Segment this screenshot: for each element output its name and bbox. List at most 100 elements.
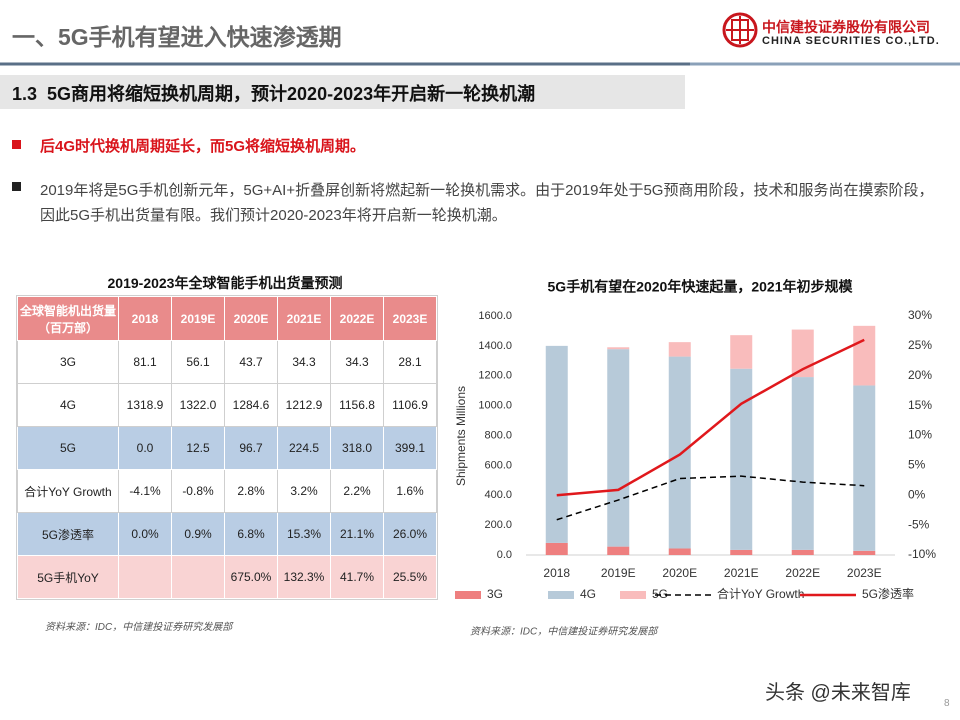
table-cell: 3.2% <box>277 469 331 513</box>
table-row: 5G 0.0 12.5 96.7 224.5 318.0 399.1 <box>17 426 437 470</box>
x-tick-label: 2018 <box>543 566 570 580</box>
table-cell: 96.7 <box>224 426 278 470</box>
table-cell: 1212.9 <box>277 383 331 427</box>
y2-tick-label: 20% <box>908 368 932 382</box>
table-cell <box>171 555 225 599</box>
chart-source: 资料来源：IDC，中信建投证券研究发展部 <box>470 626 659 638</box>
table: 全球智能机出货量（百万部） 2018 2019E 2020E 2021E 2022E 202… <box>16 295 438 600</box>
table-cell: 1322.0 <box>171 383 225 427</box>
table-cell: 2019E <box>171 296 225 341</box>
legend-label: 5G渗透率 <box>862 586 914 601</box>
table-source: 资料来源：IDC，中信建投证券研究发展部 <box>45 622 233 633</box>
bar-segment <box>607 347 630 350</box>
legend-label: 合计YoY Growth <box>717 586 804 601</box>
page-number: 8 <box>944 698 950 709</box>
x-tick-label: 2022E <box>785 566 820 580</box>
table-row: 5G渗透率 0.0% 0.9% 6.8% 15.3% 21.1% 26.0% <box>17 512 437 556</box>
table-cell: 2023E <box>383 296 437 341</box>
bullet: 2019年将是5G手机创新元年，5G+AI+折叠屏创新将燃起新一轮换机需求。由于… <box>40 182 934 224</box>
table-cell: 5G渗透率 <box>17 512 119 556</box>
y2-tick-label: 30% <box>908 308 932 322</box>
bar-segment <box>853 385 876 551</box>
bar-segment <box>730 335 753 369</box>
table-cell: 5G <box>17 426 119 470</box>
company-cn: 中信建投证券股份有限公司 <box>762 19 930 35</box>
section-bar <box>0 75 685 109</box>
table-cell: 34.3 <box>277 340 331 384</box>
y2-tick-label: 10% <box>908 428 932 442</box>
chart-title: 5G手机有望在2020年快速起量，2021年初步规模 <box>548 279 854 295</box>
table-cell: 2.2% <box>330 469 384 513</box>
x-tick-label: 2020E <box>662 566 697 580</box>
y2-tick-label: -10% <box>908 547 936 561</box>
y2-tick-label: 15% <box>908 398 932 412</box>
table-title: 2019-2023年全球智能手机出货量预测 <box>107 275 343 291</box>
section-title: 1.3 5G商用将缩短换机周期，预计2020-2023年开启新一轮换机潮 <box>12 84 536 104</box>
bar-segment <box>668 356 691 549</box>
table-cell: 2020E <box>224 296 278 341</box>
bar-segment <box>668 342 691 357</box>
table-cell: 1106.9 <box>383 383 437 427</box>
x-tick-label: 2021E <box>724 566 759 580</box>
table-cell: 318.0 <box>330 426 384 470</box>
bar-segment <box>668 548 691 555</box>
table-cell: 合计YoY Growth <box>17 469 119 513</box>
bar-segment <box>730 549 753 555</box>
table-cell: 0.9% <box>171 512 225 556</box>
table-row: 5G手机YoY 675.0% 132.3% 41.7% 25.5% <box>17 555 437 599</box>
table-cell: 2021E <box>277 296 331 341</box>
y-tick-label: 800.0 <box>484 429 512 441</box>
table-cell: 1318.9 <box>118 383 172 427</box>
table-cell: 26.0% <box>383 512 437 556</box>
legend-swatch <box>455 591 481 599</box>
table-cell: 6.8% <box>224 512 278 556</box>
table-cell: 15.3% <box>277 512 331 556</box>
bar-segment <box>853 550 876 555</box>
bar-segment <box>791 377 814 550</box>
table-row: 合计YoY Growth -4.1% -0.8% 2.8% 3.2% 2.2% 1.6% <box>17 469 437 513</box>
y-tick-label: 1400.0 <box>478 340 512 352</box>
table-cell <box>118 555 172 599</box>
bar-segment <box>607 546 630 555</box>
table-cell: 25.5% <box>383 555 437 599</box>
watermark: 头条 @未来智库 <box>765 682 911 704</box>
table-cell: 28.1 <box>383 340 437 384</box>
table-cell: 675.0% <box>224 555 278 599</box>
table-cell: 2.8% <box>224 469 278 513</box>
table-cell: -4.1% <box>118 469 172 513</box>
line <box>556 475 865 521</box>
x-tick-label: 2023E <box>847 566 882 580</box>
table-cell: 0.0% <box>118 512 172 556</box>
table-cell: 2018 <box>118 296 172 341</box>
table-cell: 1284.6 <box>224 383 278 427</box>
y2-tick-label: 5% <box>908 458 926 472</box>
y2-tick-label: -5% <box>908 517 930 531</box>
bar-segment <box>545 345 568 543</box>
y-tick-label: 0.0 <box>497 549 512 561</box>
bullet-icon <box>12 140 21 149</box>
logo <box>722 12 758 48</box>
bar-segment <box>545 542 568 555</box>
line <box>556 338 865 497</box>
table-cell: 81.1 <box>118 340 172 384</box>
legend-label: 3G <box>487 587 503 601</box>
legend-label: 5G <box>652 587 668 601</box>
table-cell: 41.7% <box>330 555 384 599</box>
legend-swatch <box>620 591 646 599</box>
y-tick-label: 200.0 <box>484 519 512 531</box>
table-cell: 34.3 <box>330 340 384 384</box>
bar-segment <box>853 325 876 386</box>
table-cell: 4G <box>17 383 119 427</box>
y2-tick-label: 0% <box>908 487 926 501</box>
y-tick-label: 600.0 <box>484 459 512 471</box>
table-cell: 21.1% <box>330 512 384 556</box>
company-en: CHINA SECURITIES CO.,LTD. <box>762 35 940 47</box>
bar-segment <box>791 549 814 555</box>
table-cell: 12.5 <box>171 426 225 470</box>
table-cell: 399.1 <box>383 426 437 470</box>
x-tick-label: 2019E <box>601 566 636 580</box>
bullet: 后4G时代换机周期延长，而5G将缩短换机周期。 <box>40 138 366 155</box>
table-cell: 56.1 <box>171 340 225 384</box>
